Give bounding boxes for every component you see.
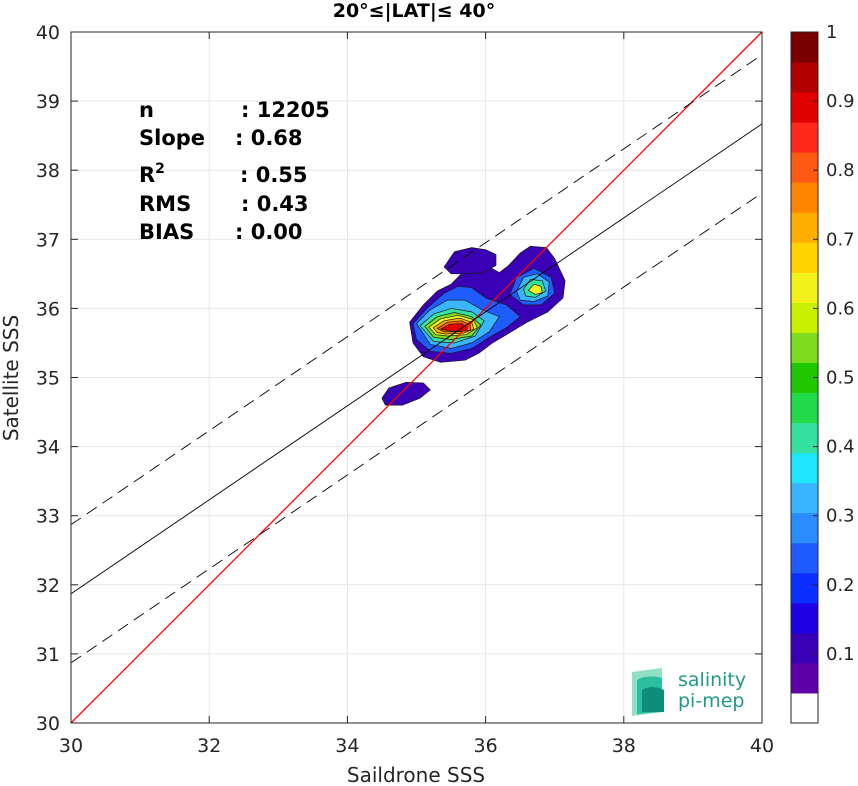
colorbar-swatch <box>791 422 818 454</box>
colorbar-swatch <box>791 572 818 604</box>
y-axis-label: Satellite SSS <box>0 315 23 441</box>
density-contour-14 <box>440 323 468 332</box>
colorbar-swatch <box>791 62 818 93</box>
y-tick-label: 39 <box>36 91 60 113</box>
colorbar-swatch <box>791 302 818 333</box>
y-tick-label: 34 <box>36 437 60 459</box>
y-tick-label: 36 <box>36 298 60 320</box>
stat-value: : 0.43 <box>241 192 309 216</box>
colorbar-tick-label: 0.7 <box>826 229 855 250</box>
x-tick-label: 40 <box>750 735 774 757</box>
colorbar-swatch <box>791 92 818 123</box>
stat-label: BIAS <box>139 220 194 244</box>
fit_upper-line <box>70 54 763 526</box>
y-tick-label: 32 <box>36 575 60 597</box>
identity-line <box>70 31 763 724</box>
chart-title: 20°≤|LAT|≤ 40° <box>333 0 496 22</box>
y-tick-label: 33 <box>36 506 60 528</box>
x-axis-label: Saildrone SSS <box>347 763 485 786</box>
stat-label: n <box>139 98 154 122</box>
colorbar-tick-label: 0.2 <box>826 575 855 596</box>
stat-value: : 0.68 <box>235 126 303 150</box>
colorbar-tick-label: 0.3 <box>826 506 855 527</box>
colorbar: 0.1 0.2 0.3 0.4 0.5 0.6 0.7 0.8 0.9 1 <box>790 22 855 724</box>
stat-value: : 12205 <box>241 98 330 122</box>
logo-text-line1: salinity <box>678 669 746 691</box>
colorbar-swatch <box>791 662 818 694</box>
y-tick-label: 37 <box>36 229 60 251</box>
x-tick-label: 36 <box>474 735 498 757</box>
density-contour-11 <box>528 283 543 295</box>
colorbar-swatch <box>791 602 818 634</box>
colorbar-tick-label: 0.4 <box>826 437 855 458</box>
colorbar-tick-label: 0.9 <box>826 91 855 112</box>
logo-wave-front <box>642 687 664 712</box>
colorbar-swatch <box>791 182 818 213</box>
colorbar-swatch <box>791 452 818 484</box>
density-contours <box>381 245 566 406</box>
x-tick-label: 34 <box>335 735 359 757</box>
colorbar-swatch <box>791 692 818 724</box>
density-contour-1 <box>443 247 497 275</box>
colorbar-swatch <box>791 212 818 243</box>
colorbar-swatch <box>791 332 818 363</box>
y-tick-label: 38 <box>36 160 60 182</box>
colorbar-tick-label: 0.1 <box>826 644 855 665</box>
y-tick-label: 30 <box>36 713 60 735</box>
stat-value: : 0.00 <box>235 220 303 244</box>
y-tick-label: 35 <box>36 368 60 390</box>
colorbar-tick-label: 0.8 <box>826 160 855 181</box>
logo-icon <box>632 668 664 716</box>
colorbar-swatch <box>791 632 818 664</box>
x-tick-label: 30 <box>59 735 83 757</box>
logo-text-line2: pi-mep <box>678 690 744 712</box>
colorbar-tick-label: 1 <box>826 22 837 43</box>
colorbar-swatch <box>791 392 818 424</box>
colorbar-tick-label: 0.6 <box>826 298 855 319</box>
stat-label: RMS <box>139 192 191 216</box>
colorbar-swatch <box>791 242 818 273</box>
salinity-pimep-logo: salinity pi-mep <box>632 668 746 716</box>
colorbar-swatch <box>791 152 818 183</box>
fit_lower-line <box>70 192 763 664</box>
colorbar-swatch <box>791 32 818 63</box>
colorbar-swatch <box>791 512 818 544</box>
colorbar-swatch <box>791 542 818 574</box>
regression-lines <box>70 31 763 724</box>
stat-label: Slope <box>139 126 205 150</box>
x-tick-label: 32 <box>197 735 221 757</box>
fit-line <box>70 123 763 595</box>
colorbar-swatch <box>791 482 818 514</box>
colorbar-swatch <box>791 272 818 303</box>
x-tick-label: 38 <box>612 735 636 757</box>
axes: 30 32 34 36 38 40 30 31 32 33 34 35 36 37 38 39 40 <box>36 22 774 757</box>
stat-value: : 0.55 <box>240 163 308 187</box>
y-tick-label: 40 <box>36 22 60 44</box>
colorbar-swatch <box>791 122 818 153</box>
y-tick-label: 31 <box>36 644 60 666</box>
colorbar-tick-label: 0.5 <box>826 368 855 389</box>
